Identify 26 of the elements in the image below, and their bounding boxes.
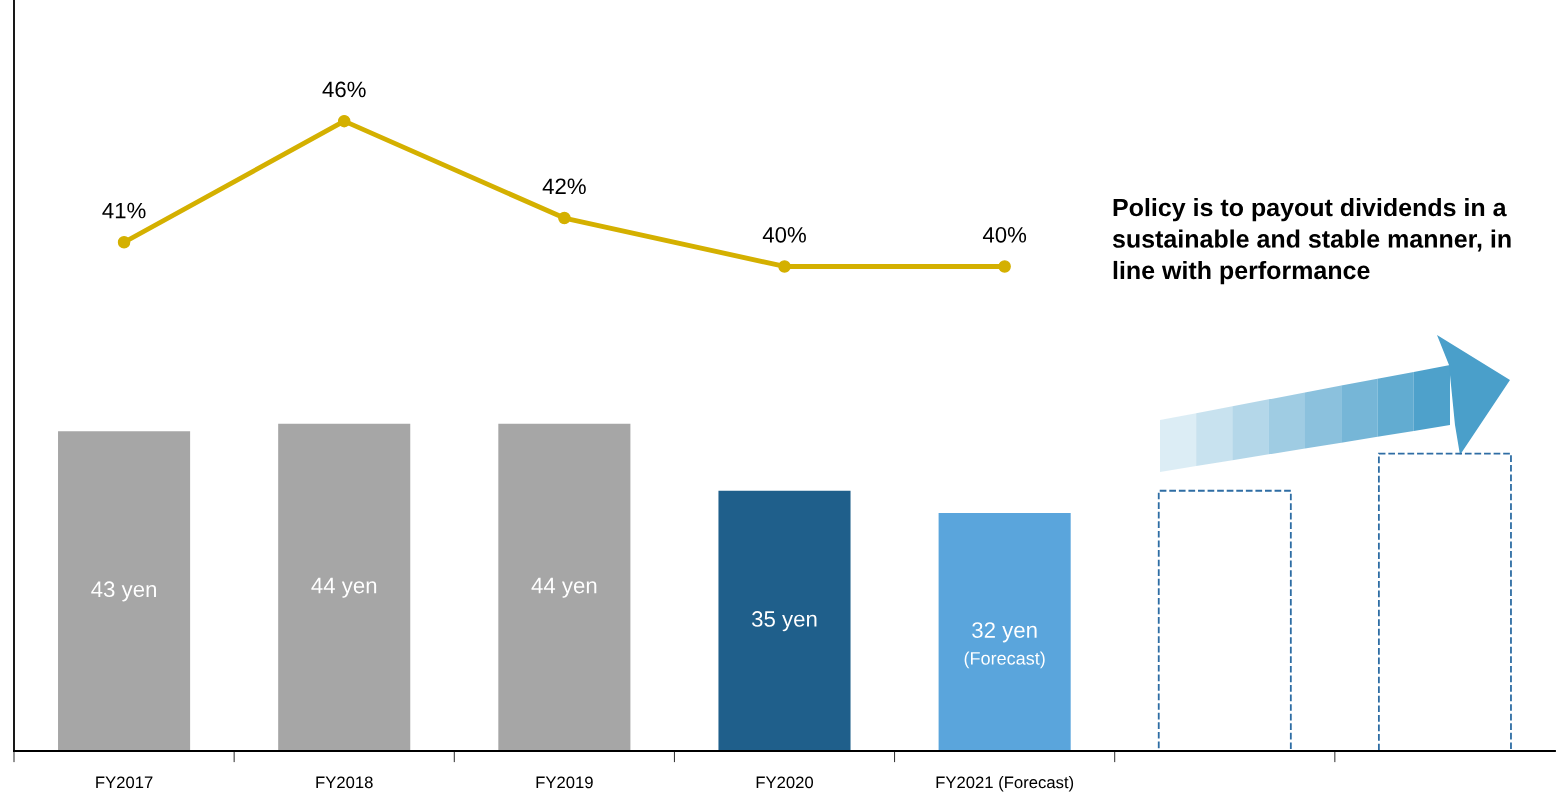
point xyxy=(778,260,791,273)
data-label: 43 yen xyxy=(91,581,156,602)
x-tick-label: FY2021 (Forecast) xyxy=(936,776,1074,792)
bar xyxy=(938,513,1071,751)
bar xyxy=(278,423,411,751)
data-label: 46% xyxy=(322,81,366,98)
point xyxy=(558,211,571,225)
data-label: 44 yen xyxy=(311,577,377,598)
point xyxy=(337,114,351,128)
data-label: 41% xyxy=(102,202,146,219)
bar xyxy=(718,490,851,751)
bar xyxy=(58,431,191,751)
annotation: Policy is to payout dividends in a sustainable and stable manner, in line with performance xyxy=(1112,198,1511,285)
data-label: 42% xyxy=(542,178,586,195)
bar xyxy=(498,423,631,751)
x-tick-label: FY2019 xyxy=(536,776,593,789)
x-tick-label: FY2018 xyxy=(316,776,373,789)
data-label: 40% xyxy=(762,226,806,243)
data-label: 44 yen xyxy=(531,577,597,598)
point xyxy=(117,236,131,249)
x-tick-label: FY2020 xyxy=(756,776,814,789)
point xyxy=(998,260,1011,273)
data-label: 40% xyxy=(982,226,1027,243)
data-label: 32 yen (Forecast) xyxy=(964,622,1045,669)
x-tick-label: FY2017 xyxy=(96,776,153,789)
data-label: 35 yen xyxy=(751,611,817,632)
